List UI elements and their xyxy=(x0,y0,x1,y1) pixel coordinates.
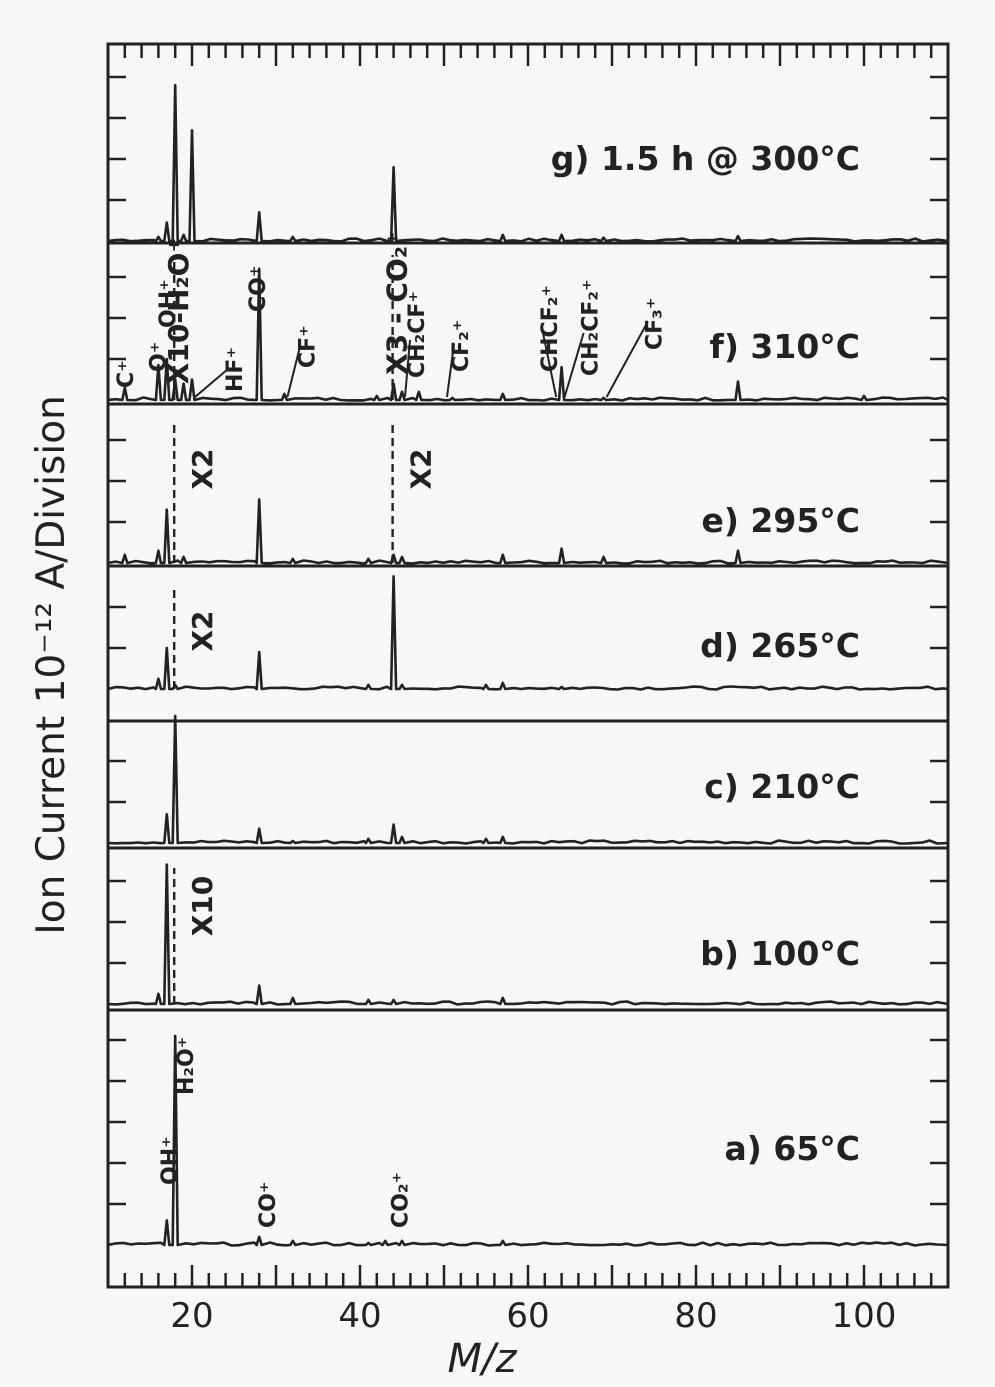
peak-label: OH⁺ xyxy=(158,1136,183,1185)
spectrum-panel-3: X2 X2 e) 295°C xyxy=(107,424,949,565)
panel-label: e) 295°C xyxy=(701,501,860,540)
spectrum-trace xyxy=(107,575,949,691)
peak-label: CHCF₂⁺ xyxy=(538,285,563,372)
multiplier-label: X10 xyxy=(186,876,219,937)
x-tick-label: 60 xyxy=(506,1296,549,1336)
x-axis-title: M/z xyxy=(448,1336,518,1382)
leader-line xyxy=(542,333,558,398)
x-tick-label: 20 xyxy=(170,1296,213,1336)
panel-label: a) 65°C xyxy=(725,1129,860,1168)
spectrum-panel-6: X10 b) 100°C xyxy=(107,863,949,1006)
leader-line xyxy=(286,344,302,398)
peak-label: CH₂CF₂⁺ xyxy=(579,279,604,376)
panel-label: d) 265°C xyxy=(700,626,860,665)
peak-label: OH⁺ xyxy=(156,279,181,328)
spectrum-panel-5: c) 210°C xyxy=(107,714,949,845)
multiplier-label: X2 xyxy=(405,448,438,489)
x-axis-ticks: 20 40 60 80 100 xyxy=(123,44,933,1336)
panel-label: c) 210°C xyxy=(704,767,860,806)
spectrum-trace xyxy=(107,714,949,845)
spectrum-trace xyxy=(107,267,949,402)
spectrum-panel-4: X2 d) 265°C xyxy=(107,575,949,691)
panel-label: b) 100°C xyxy=(700,934,860,973)
leader-line xyxy=(194,368,229,398)
spectrum-panel-1: g) 1.5 h @ 300°C xyxy=(107,75,949,243)
peak-label: CO₂⁺ xyxy=(389,1172,414,1228)
peak-label: O⁺ xyxy=(146,342,171,372)
x-tick-label: 40 xyxy=(338,1296,381,1336)
multiplier-label: X2 xyxy=(186,610,219,651)
y-axis-title: Ion Current 10⁻¹² A/Division xyxy=(29,395,74,935)
peak-label: C⁺ xyxy=(114,360,139,388)
spectrum-panel-2: X10-H₂O⁺ X3 - CO₂⁺C⁺O⁺OH⁺HF⁺CO⁺CF⁺ CH₂CF⁺ C… xyxy=(107,231,949,402)
x-tick-label: 80 xyxy=(674,1296,717,1336)
multiplier-label: X10-H₂O⁺ xyxy=(162,238,195,384)
plot-border xyxy=(106,42,950,1289)
spectrum-trace xyxy=(107,863,949,1006)
panel-label: f) 310°C xyxy=(709,327,860,366)
leader-line xyxy=(404,339,411,398)
spectrum-trace xyxy=(107,498,949,565)
leader-line xyxy=(446,343,455,398)
spectrum-panel-7: OH⁺ H₂O⁺ CO⁺ CO₂⁺ a) 65°C xyxy=(107,1034,949,1247)
peak-label: H₂O⁺ xyxy=(174,1037,199,1095)
leader-line xyxy=(563,332,585,398)
x-tick-label: 100 xyxy=(832,1296,897,1336)
multiplier-label: X2 xyxy=(186,448,219,489)
leader-line xyxy=(605,321,649,398)
panel-label: g) 1.5 h @ 300°C xyxy=(551,139,860,178)
plot-frame xyxy=(106,42,950,1289)
spectrum-trace xyxy=(107,83,949,243)
peak-label: CH₂CF⁺ xyxy=(405,291,430,378)
peak-label: CO⁺ xyxy=(246,266,271,312)
spectrum-trace xyxy=(107,1034,949,1247)
peak-label: CO⁺ xyxy=(256,1182,281,1228)
peak-label: CF₂⁺ xyxy=(449,320,474,372)
